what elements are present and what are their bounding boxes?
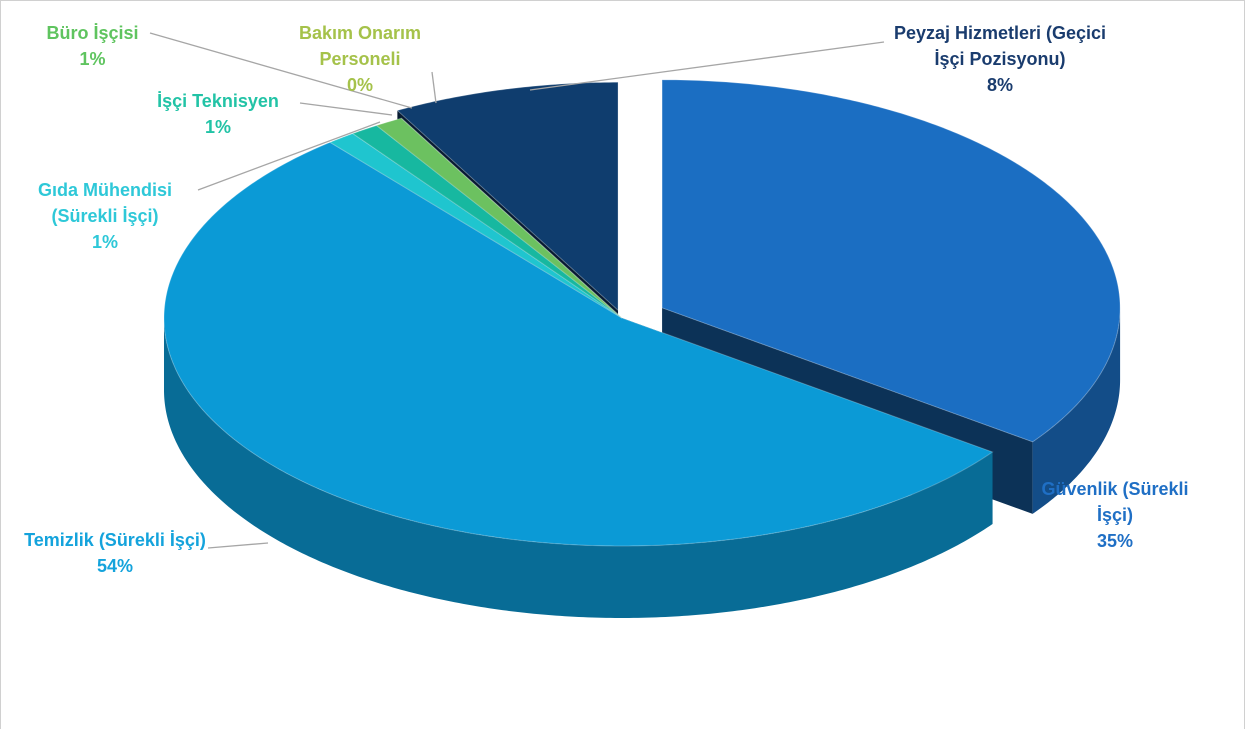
category-label: Gıda Mühendisi (Sürekli İşçi)	[37, 180, 172, 226]
value-label: 54%	[96, 556, 134, 576]
value-label: 1%	[204, 117, 231, 137]
data-label: Büro İşçisi 1%	[20, 20, 165, 72]
slice	[661, 79, 1121, 443]
data-label: Bakım Onarım Personeli 0%	[270, 20, 450, 98]
leader-line	[299, 102, 393, 116]
slice	[163, 141, 994, 547]
leader-line	[207, 542, 269, 549]
category-label: Bakım Onarım Personeli	[298, 23, 422, 69]
value-label: 1%	[79, 49, 106, 69]
data-label: Temizlik (Sürekli İşçi) 54%	[15, 527, 215, 579]
leader-line	[197, 121, 381, 191]
category-label: Büro İşçisi	[46, 23, 139, 43]
data-label: Peyzaj Hizmetleri (Geçici İşçi Pozisyonu…	[880, 20, 1120, 98]
value-label: 8%	[986, 75, 1013, 95]
slice-walls	[164, 307, 1121, 618]
category-label: Güvenlik (Sürekli İşçi)	[1041, 479, 1189, 525]
slice	[351, 124, 623, 319]
category-label: Temizlik (Sürekli İşçi)	[24, 530, 206, 550]
data-label: Güvenlik (Sürekli İşçi) 35%	[1030, 476, 1200, 554]
data-label: Gıda Mühendisi (Sürekli İşçi) 1%	[15, 177, 195, 255]
leader-line	[149, 32, 413, 109]
slice	[328, 132, 623, 319]
data-label: İşçi Teknisyen 1%	[128, 88, 308, 140]
leader-line	[431, 71, 437, 104]
slice	[401, 117, 623, 319]
value-label: 1%	[91, 232, 118, 252]
category-label: Peyzaj Hizmetleri (Geçici İşçi Pozisyonu…	[893, 23, 1107, 69]
leader-line	[529, 41, 885, 91]
slice	[375, 117, 623, 319]
value-label: 0%	[346, 75, 373, 95]
category-label: İşçi Teknisyen	[157, 91, 279, 111]
value-label: 35%	[1096, 531, 1134, 551]
slice-wall	[164, 318, 993, 618]
slice-tops	[163, 79, 1121, 547]
slice-wall	[1032, 307, 1121, 514]
